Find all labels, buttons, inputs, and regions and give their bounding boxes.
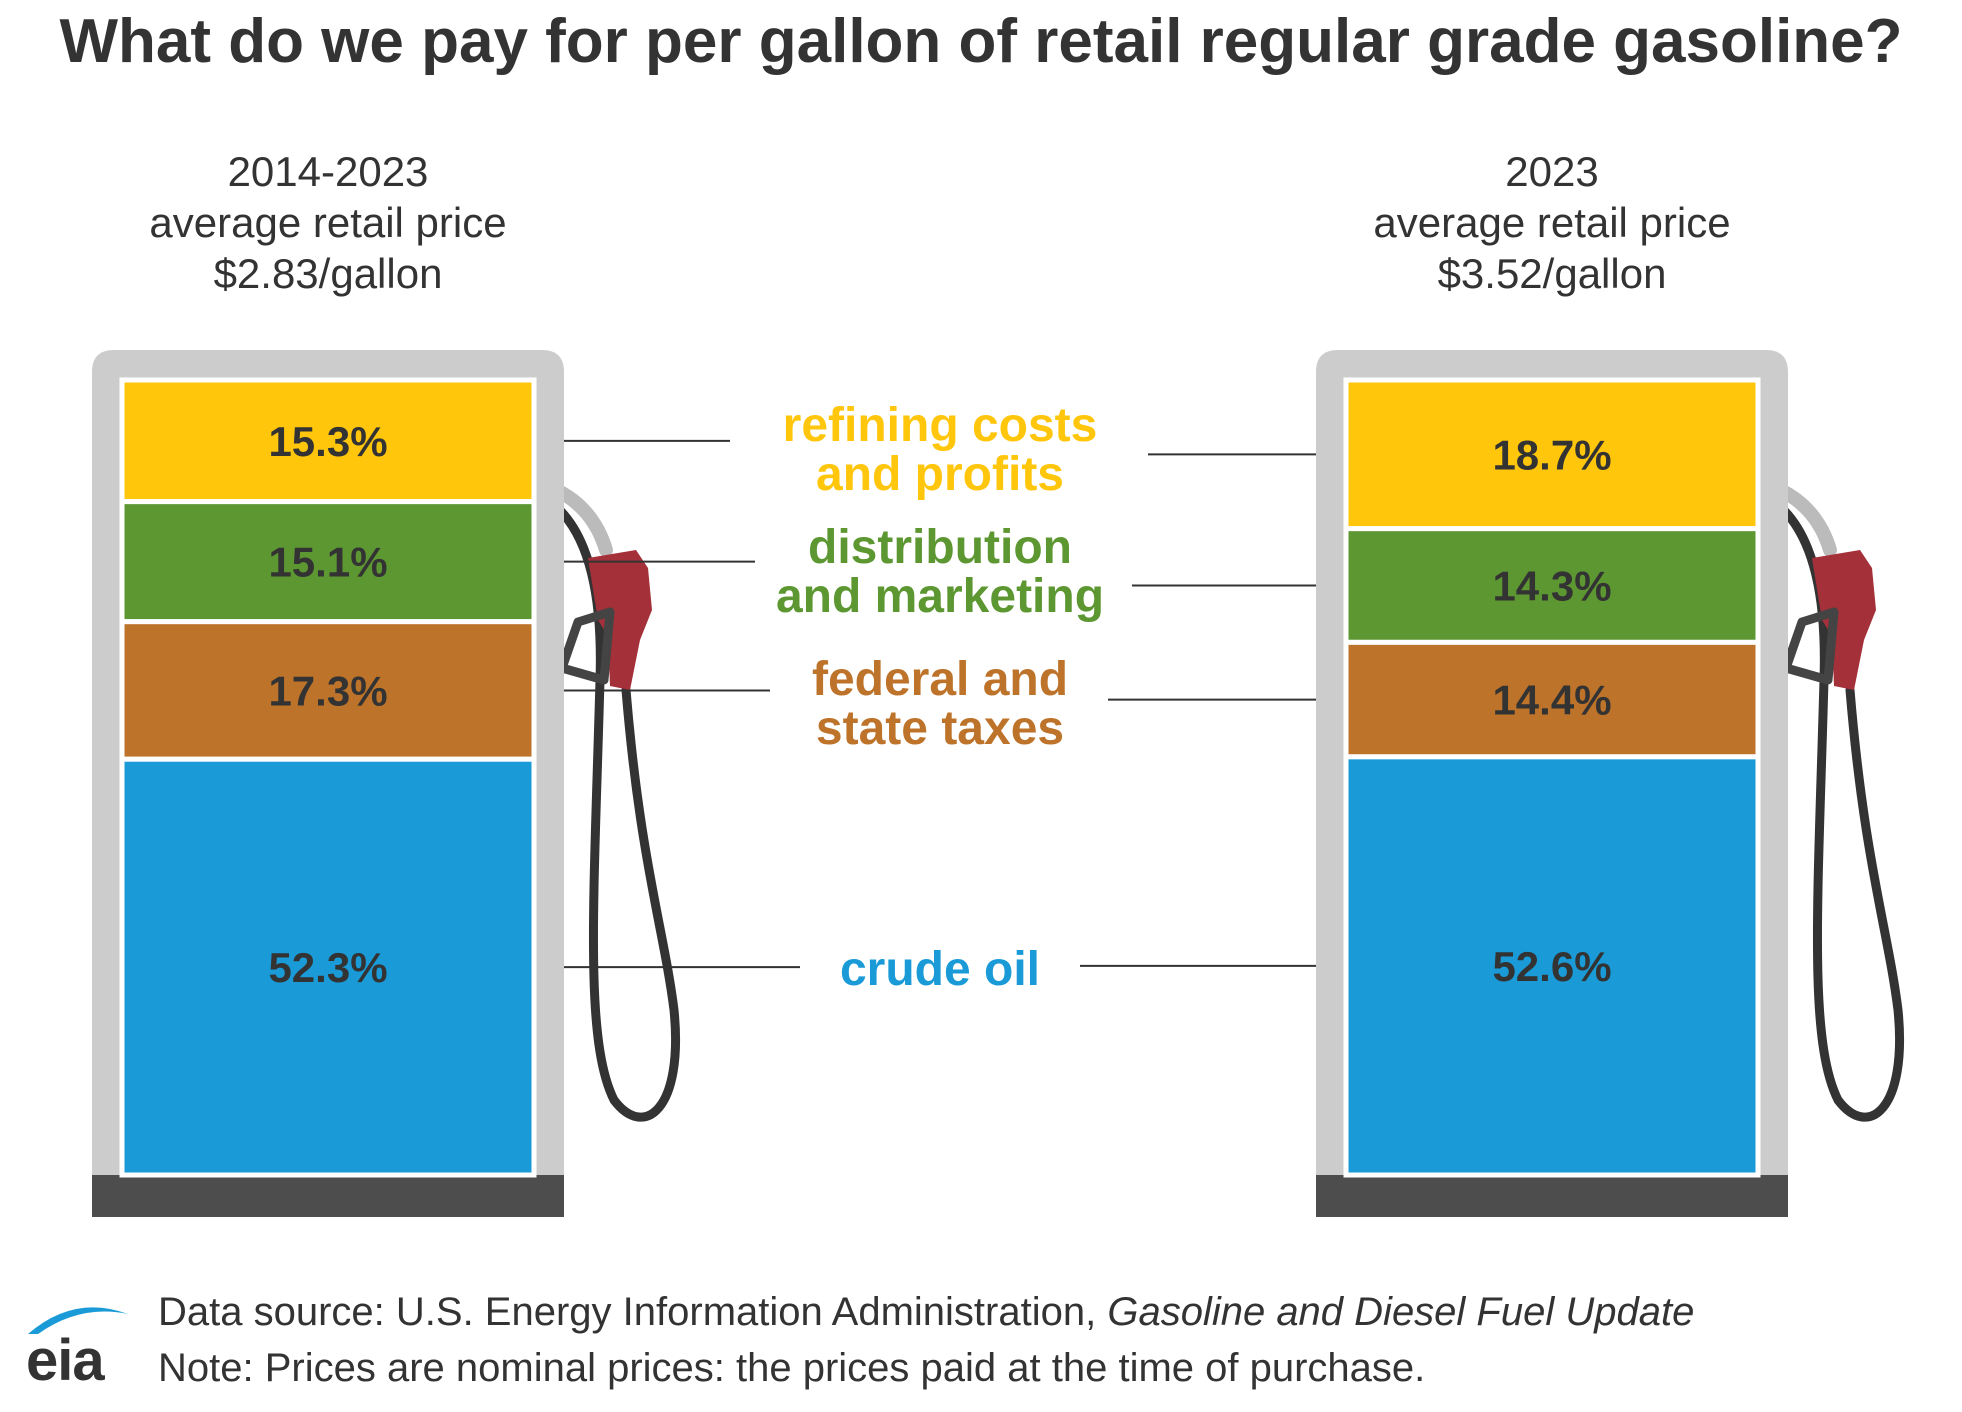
pump-price: $2.83/gallon xyxy=(213,250,443,297)
segment-value-label: 14.3% xyxy=(1492,563,1611,610)
page-title: What do we pay for per gallon of retail … xyxy=(59,7,1903,76)
component-label-line: refining costs xyxy=(782,399,1098,452)
fuel-pump-right: 18.7% 14.3% 14.4% 52.6% xyxy=(1316,350,1904,1217)
component-label-refining: refining costs and profits xyxy=(720,401,1160,499)
component-label-line: state taxes xyxy=(815,702,1065,755)
connectors-layer xyxy=(564,439,1316,969)
component-label-distribution: distribution and marketing xyxy=(720,523,1160,621)
eia-logo-text: eia xyxy=(26,1328,105,1393)
component-label-line: distribution xyxy=(808,521,1072,574)
component-label-line: and marketing xyxy=(775,570,1105,623)
segment-value-label: 17.3% xyxy=(268,667,387,714)
segment-value-label: 18.7% xyxy=(1492,431,1611,478)
pump-subtitle: average retail price xyxy=(149,199,507,246)
nozzle-icon xyxy=(1812,550,1876,690)
component-label-line: crude oil xyxy=(839,943,1041,996)
component-label-line: federal and xyxy=(811,653,1069,706)
pump-header-left: 2014-2023 average retail price $2.83/gal… xyxy=(48,146,608,299)
component-label-crude: crude oil xyxy=(720,945,1160,994)
pump-base xyxy=(92,1175,564,1217)
pump-period: 2023 xyxy=(1505,148,1599,195)
bar-segment xyxy=(119,377,537,505)
eia-swoosh-icon xyxy=(28,1307,128,1334)
bar-segment xyxy=(1343,639,1761,760)
source-publication: Gasoline and Diesel Fuel Update xyxy=(1107,1290,1695,1334)
segment-value-label: 52.3% xyxy=(268,944,387,991)
segment-value-label: 15.3% xyxy=(268,418,387,465)
segment-value-label: 14.4% xyxy=(1492,677,1611,724)
pump-base xyxy=(1316,1175,1788,1217)
bar-segment xyxy=(119,619,537,762)
pump-period: 2014-2023 xyxy=(227,148,429,195)
segment-value-label: 52.6% xyxy=(1492,943,1611,990)
component-label-taxes: federal and state taxes xyxy=(720,655,1160,753)
component-label-line: and profits xyxy=(816,448,1064,501)
source-prefix: Data source: U.S. Energy Information Adm… xyxy=(158,1290,1108,1334)
pump-price: $3.52/gallon xyxy=(1437,250,1667,297)
bar-segment xyxy=(119,756,537,1178)
pump-header-right: 2023 average retail price $3.52/gallon xyxy=(1272,146,1832,299)
nozzle-icon xyxy=(588,550,652,690)
bar-segment xyxy=(119,499,537,625)
pumps-layer: 15.3% 15.1% 17.3% 52.3% 18.7% 14.3% 14.4% 52.6% xyxy=(92,350,1904,1217)
segment-value-label: 15.1% xyxy=(268,539,387,586)
bar-segment xyxy=(1343,754,1761,1178)
fuel-pump-left: 15.3% 15.1% 17.3% 52.3% xyxy=(92,350,680,1217)
price-note: Note: Prices are nominal prices: the pri… xyxy=(158,1346,1426,1390)
bar-segment xyxy=(1343,526,1761,645)
data-source-note: Data source: U.S. Energy Information Adm… xyxy=(158,1290,1694,1335)
pump-subtitle: average retail price xyxy=(1373,199,1731,246)
